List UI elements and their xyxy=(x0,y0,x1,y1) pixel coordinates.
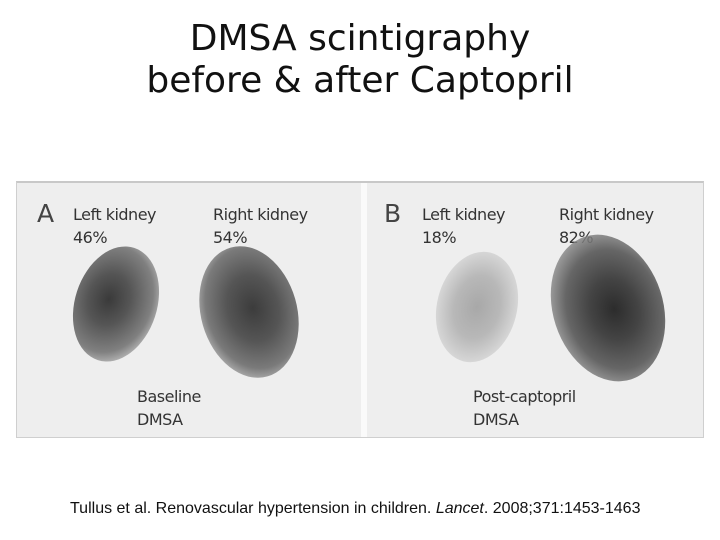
title-line-2: before & after Captopril xyxy=(146,60,574,101)
panel-b-left-kidney-label: Left kidney 18% xyxy=(422,203,506,249)
panel-a-left-kidney-label: Left kidney 46% xyxy=(73,203,157,249)
panel-a-right-kidney-percent: 54% xyxy=(213,228,248,247)
panel-a-left-kidney-percent: 46% xyxy=(73,228,108,247)
panel-b-right-kidney-image xyxy=(532,219,684,397)
citation-journal: Lancet xyxy=(435,500,484,517)
panel-a-condition-line-2: DMSA xyxy=(137,410,183,429)
panel-a-baseline: A Left kidney 46% Right kidney 54% Basel… xyxy=(17,183,361,437)
panel-b-left-kidney-title: Left kidney xyxy=(422,205,506,224)
panel-b-condition-line-2: DMSA xyxy=(473,410,519,429)
panel-b-right-kidney-title: Right kidney xyxy=(559,205,654,224)
panel-b-condition-label: Post-captopril DMSA xyxy=(473,385,576,431)
citation-details: . 2008;371:1453-1463 xyxy=(483,500,641,517)
panel-b-left-kidney-image xyxy=(424,242,530,372)
panel-a-left-kidney-title: Left kidney xyxy=(73,205,157,224)
panel-b-left-kidney-percent: 18% xyxy=(422,228,457,247)
panel-b-post-captopril: B Left kidney 18% Right kidney 82% Post-… xyxy=(367,183,703,437)
panel-a-letter: A xyxy=(37,199,55,228)
panel-a-right-kidney-label: Right kidney 54% xyxy=(213,203,308,249)
panel-a-condition-label: Baseline DMSA xyxy=(137,385,201,431)
citation-authors-title: Tullus et al. Renovascular hypertension … xyxy=(70,500,432,517)
citation: Tullus et al. Renovascular hypertension … xyxy=(70,500,640,518)
panel-a-condition-line-1: Baseline xyxy=(137,387,201,406)
panel-b-condition-line-1: Post-captopril xyxy=(473,387,576,406)
scintigraphy-figure: A Left kidney 46% Right kidney 54% Basel… xyxy=(16,181,704,438)
slide-title: DMSA scintigraphy before & after Captopr… xyxy=(0,18,720,102)
panel-b-letter: B xyxy=(384,199,402,228)
panel-divider xyxy=(361,183,367,437)
panel-a-left-kidney-image xyxy=(58,235,174,373)
panel-a-right-kidney-title: Right kidney xyxy=(213,205,308,224)
title-line-1: DMSA scintigraphy xyxy=(189,18,531,59)
panel-a-right-kidney-image xyxy=(184,234,314,390)
